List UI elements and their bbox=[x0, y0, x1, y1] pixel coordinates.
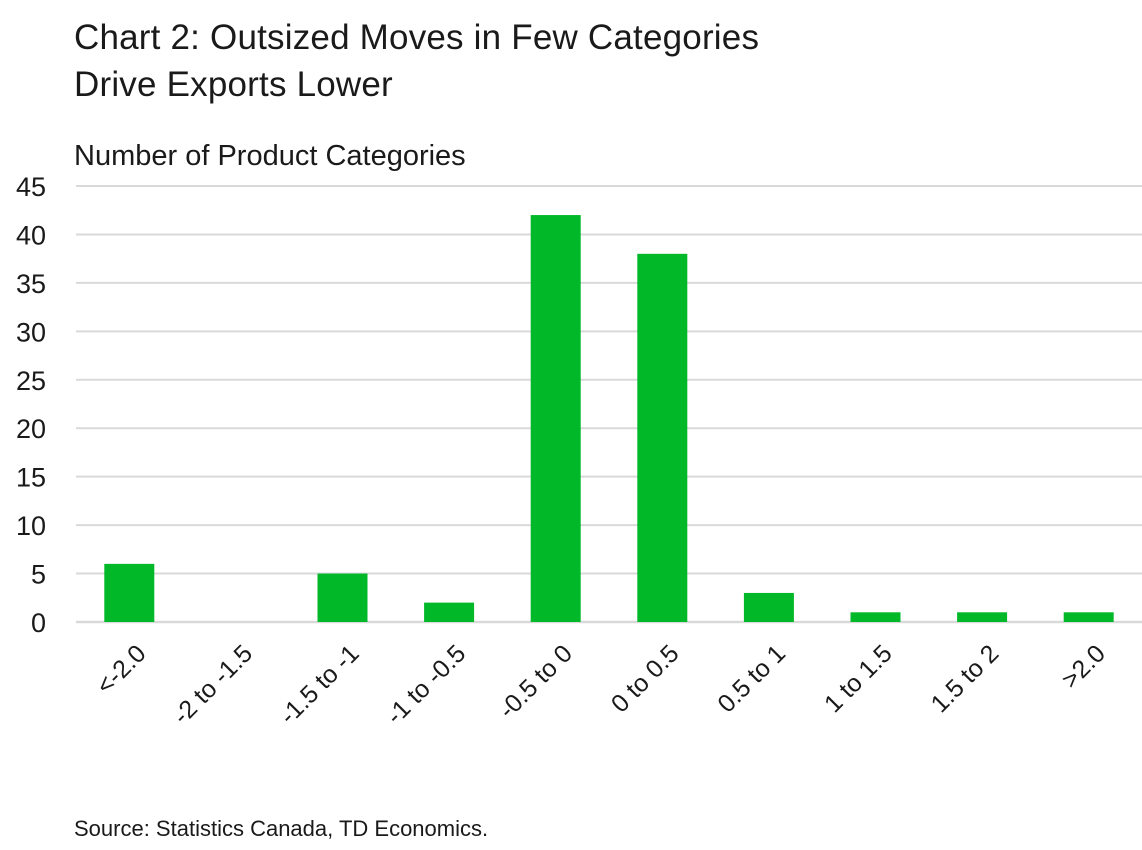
bars bbox=[104, 215, 1114, 623]
bar bbox=[424, 602, 475, 622]
bar bbox=[530, 215, 581, 623]
x-tick-label: -0.5 to 0 bbox=[493, 639, 578, 724]
y-tick-labels: 0 5 10 15 20 25 30 35 40 45 bbox=[16, 172, 46, 638]
gridlines bbox=[76, 185, 1142, 624]
y-tick-label: 20 bbox=[16, 414, 46, 444]
y-tick-label: 45 bbox=[16, 172, 46, 202]
x-tick-label: >2.0 bbox=[1056, 639, 1111, 694]
x-tick-label: -2 to -1.5 bbox=[168, 639, 259, 730]
y-tick-label: 40 bbox=[16, 220, 46, 250]
y-tick-label: 5 bbox=[31, 560, 46, 590]
y-tick-label: 15 bbox=[16, 463, 46, 493]
x-tick-label: 1.5 to 2 bbox=[926, 639, 1005, 718]
y-tick-label: 0 bbox=[31, 608, 46, 638]
y-tick-label: 10 bbox=[16, 511, 46, 541]
x-tick-label: 0 to 0.5 bbox=[606, 639, 685, 718]
x-tick-labels: <-2.0 -2 to -1.5 -1.5 to -1 -1 to -0.5 -0.5 … bbox=[91, 639, 1111, 730]
bar bbox=[743, 592, 794, 622]
bar bbox=[957, 612, 1008, 622]
x-tick-label: -1 to -0.5 bbox=[381, 639, 472, 730]
y-tick-label: 35 bbox=[16, 269, 46, 299]
y-tick-label: 25 bbox=[16, 366, 46, 396]
bar bbox=[637, 253, 688, 623]
y-tick-label: 30 bbox=[16, 317, 46, 347]
bar bbox=[1063, 612, 1114, 622]
x-tick-label: <-2.0 bbox=[91, 639, 152, 700]
bar bbox=[104, 563, 155, 622]
chart-title: Chart 2: Outsized Moves in Few Categorie… bbox=[74, 18, 760, 104]
x-tick-label: 1 to 1.5 bbox=[819, 639, 898, 718]
y-axis-label: Number of Product Categories bbox=[74, 140, 466, 172]
bar bbox=[850, 612, 901, 622]
bar bbox=[317, 573, 368, 622]
source-note: Source: Statistics Canada, TD Economics. bbox=[74, 816, 489, 841]
x-tick-label: -1.5 to -1 bbox=[274, 639, 365, 730]
x-tick-label: 0.5 to 1 bbox=[712, 639, 791, 718]
